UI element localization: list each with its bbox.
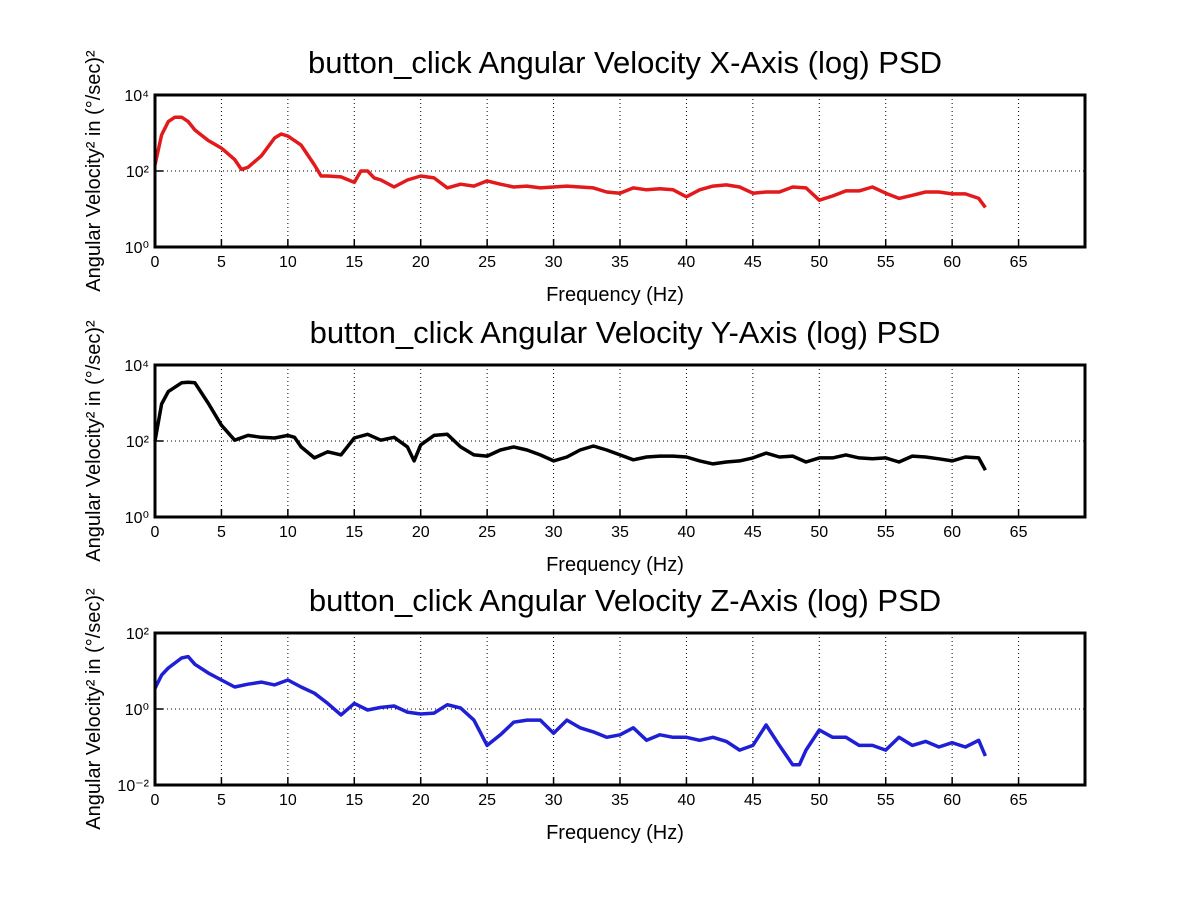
x-tick-label: 45 bbox=[744, 792, 762, 809]
x-tick-label: 35 bbox=[611, 524, 629, 541]
y-tick-label: 10⁰ bbox=[125, 240, 149, 257]
x-tick-label: 0 bbox=[151, 792, 160, 809]
y-tick-label: 10⁴ bbox=[124, 358, 149, 375]
y-axis-label: Angular Velocity² in (°/sec)² bbox=[83, 588, 105, 830]
x-tick-label: 10 bbox=[279, 524, 297, 541]
x-tick-label: 35 bbox=[611, 254, 629, 271]
x-tick-label: 50 bbox=[810, 254, 828, 271]
psd-line bbox=[153, 380, 987, 472]
x-tick-label: 65 bbox=[1010, 524, 1028, 541]
x-tick-label: 5 bbox=[217, 524, 226, 541]
x-tick-label: 25 bbox=[478, 524, 496, 541]
x-axis-label: Frequency (Hz) bbox=[546, 284, 684, 306]
x-axis-label: Frequency (Hz) bbox=[546, 554, 684, 576]
psd-line bbox=[153, 654, 988, 767]
x-tick-label: 45 bbox=[744, 254, 762, 271]
subplot: button_click Angular Velocity Y-Axis (lo… bbox=[83, 315, 1087, 576]
x-tick-label: 30 bbox=[545, 254, 563, 271]
x-tick-label: 15 bbox=[345, 254, 363, 271]
y-tick-label: 10² bbox=[126, 626, 150, 643]
y-tick-label: 10⁻² bbox=[117, 778, 149, 795]
y-tick-label: 10² bbox=[126, 434, 150, 451]
x-tick-label: 0 bbox=[151, 254, 160, 271]
axes-frame bbox=[153, 93, 1087, 249]
x-tick-label: 45 bbox=[744, 524, 762, 541]
x-tick-label: 50 bbox=[810, 524, 828, 541]
x-tick-label: 30 bbox=[545, 792, 563, 809]
x-tick-label: 30 bbox=[545, 524, 563, 541]
axes-frame bbox=[153, 363, 1087, 519]
y-axis-label: Angular Velocity² in (°/sec)² bbox=[83, 320, 105, 562]
x-tick-label: 10 bbox=[279, 792, 297, 809]
x-tick-label: 55 bbox=[877, 792, 895, 809]
x-axis-label: Frequency (Hz) bbox=[546, 822, 684, 844]
chart-title: button_click Angular Velocity X-Axis (lo… bbox=[308, 45, 942, 80]
x-tick-label: 40 bbox=[678, 792, 696, 809]
y-tick-label: 10⁰ bbox=[125, 510, 149, 527]
subplot: button_click Angular Velocity X-Axis (lo… bbox=[83, 45, 1087, 306]
chart-title: button_click Angular Velocity Z-Axis (lo… bbox=[309, 583, 941, 618]
x-tick-label: 60 bbox=[943, 524, 961, 541]
x-tick-label: 55 bbox=[877, 254, 895, 271]
chart-title: button_click Angular Velocity Y-Axis (lo… bbox=[310, 315, 941, 350]
x-tick-label: 65 bbox=[1010, 254, 1028, 271]
x-tick-label: 25 bbox=[478, 792, 496, 809]
x-tick-label: 5 bbox=[217, 792, 226, 809]
x-tick-label: 35 bbox=[611, 792, 629, 809]
axes-frame bbox=[153, 631, 1087, 787]
y-tick-label: 10⁴ bbox=[124, 88, 149, 105]
psd-line bbox=[153, 115, 987, 209]
x-tick-label: 20 bbox=[412, 792, 430, 809]
y-tick-label: 10⁰ bbox=[125, 702, 149, 719]
x-tick-label: 55 bbox=[877, 524, 895, 541]
x-tick-label: 65 bbox=[1010, 792, 1028, 809]
x-tick-label: 50 bbox=[810, 792, 828, 809]
x-tick-label: 40 bbox=[678, 254, 696, 271]
x-tick-label: 25 bbox=[478, 254, 496, 271]
x-tick-label: 10 bbox=[279, 254, 297, 271]
x-tick-label: 15 bbox=[345, 524, 363, 541]
x-tick-label: 5 bbox=[217, 254, 226, 271]
y-axis-label: Angular Velocity² in (°/sec)² bbox=[83, 50, 105, 292]
x-tick-label: 40 bbox=[678, 524, 696, 541]
subplot: button_click Angular Velocity Z-Axis (lo… bbox=[83, 583, 1087, 844]
x-tick-label: 20 bbox=[412, 524, 430, 541]
y-tick-label: 10² bbox=[126, 164, 150, 181]
x-tick-label: 60 bbox=[943, 254, 961, 271]
x-tick-label: 15 bbox=[345, 792, 363, 809]
x-tick-label: 20 bbox=[412, 254, 430, 271]
x-tick-label: 60 bbox=[943, 792, 961, 809]
x-tick-label: 0 bbox=[151, 524, 160, 541]
